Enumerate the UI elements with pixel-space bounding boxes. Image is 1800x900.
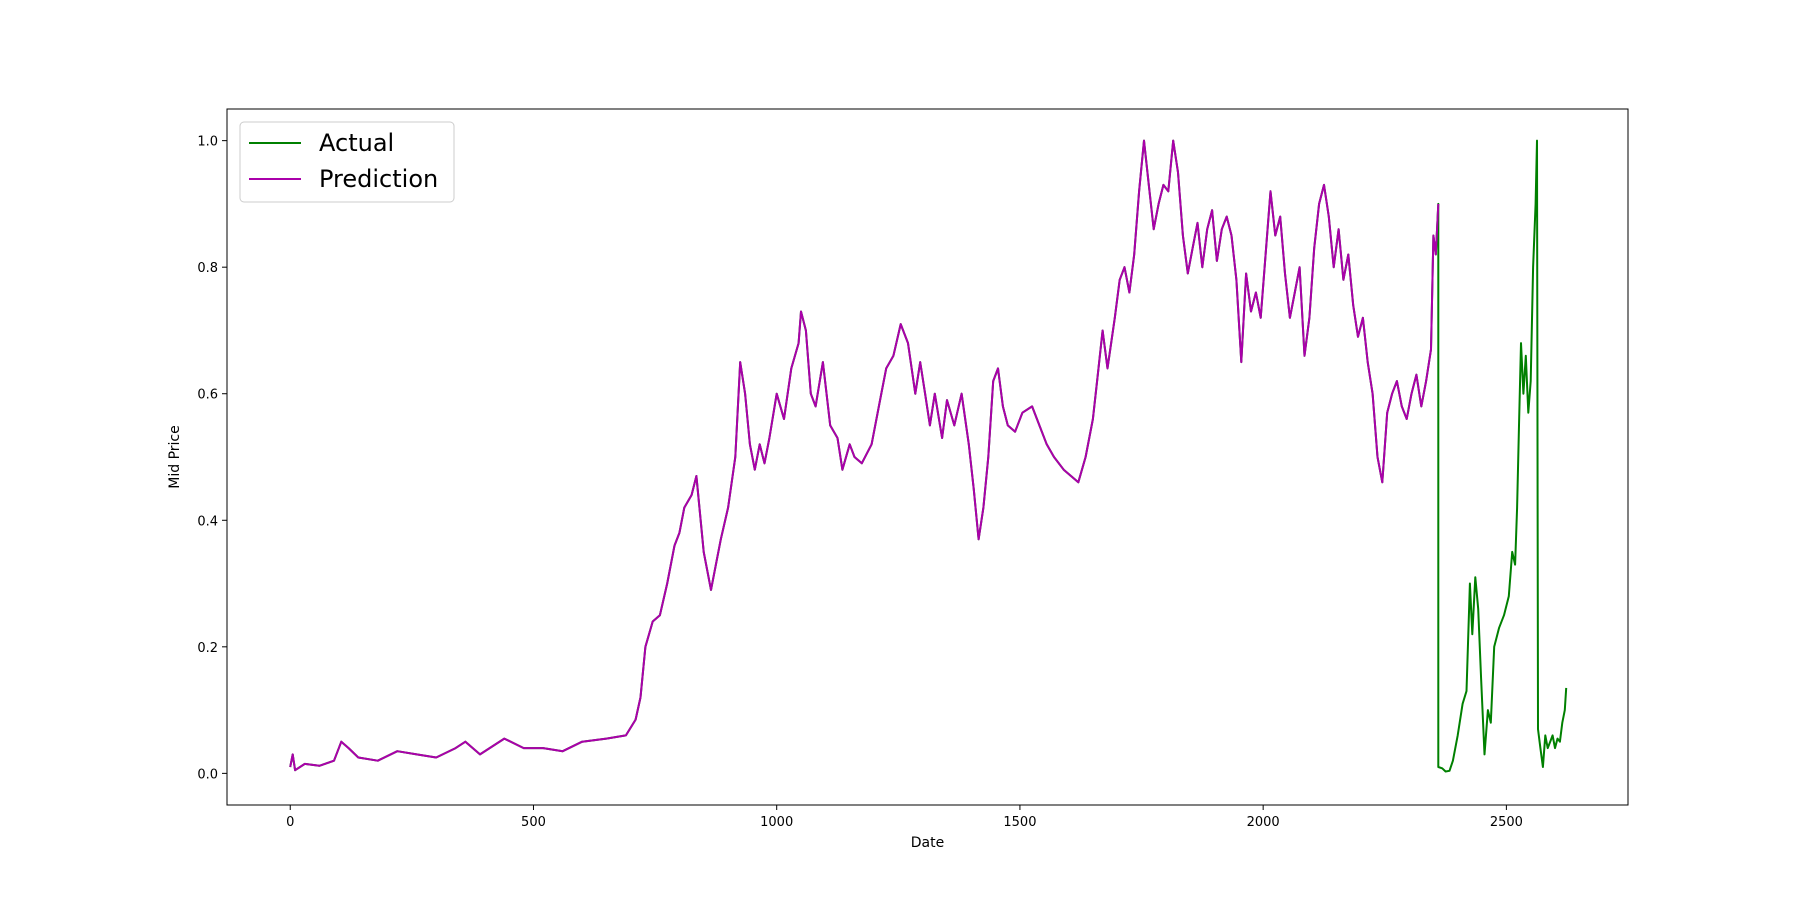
legend-label-actual: Actual (319, 129, 394, 157)
plot-area (226, 108, 1629, 806)
x-tick-label: 0 (286, 815, 294, 830)
y-tick-label: 0.4 (197, 514, 218, 529)
x-axis-ticks: 0 500 1000 1500 2000 2500 (286, 805, 1523, 830)
x-tick-label: 2500 (1490, 815, 1523, 830)
y-tick-label: 0.6 (197, 388, 218, 403)
series-group (289, 139, 1568, 773)
y-axis-label: Mid Price (167, 425, 183, 488)
y-tick-label: 0.2 (197, 641, 218, 656)
x-tick-label: 2000 (1247, 815, 1280, 830)
x-axis-label: Date (911, 835, 944, 851)
x-tick-label: 500 (521, 815, 546, 830)
legend-label-prediction: Prediction (319, 165, 438, 193)
x-tick-label: 1500 (1003, 815, 1036, 830)
legend: Actual Prediction (239, 121, 455, 203)
y-tick-label: 0.0 (197, 767, 218, 782)
y-tick-label: 0.8 (197, 261, 218, 276)
x-tick-label: 1000 (760, 815, 793, 830)
plot-frame (226, 108, 1629, 806)
y-axis-ticks: 0.0 0.2 0.4 0.6 0.8 1.0 (197, 135, 227, 782)
series-line-prediction (289, 139, 1440, 772)
y-tick-label: 1.0 (197, 135, 218, 150)
